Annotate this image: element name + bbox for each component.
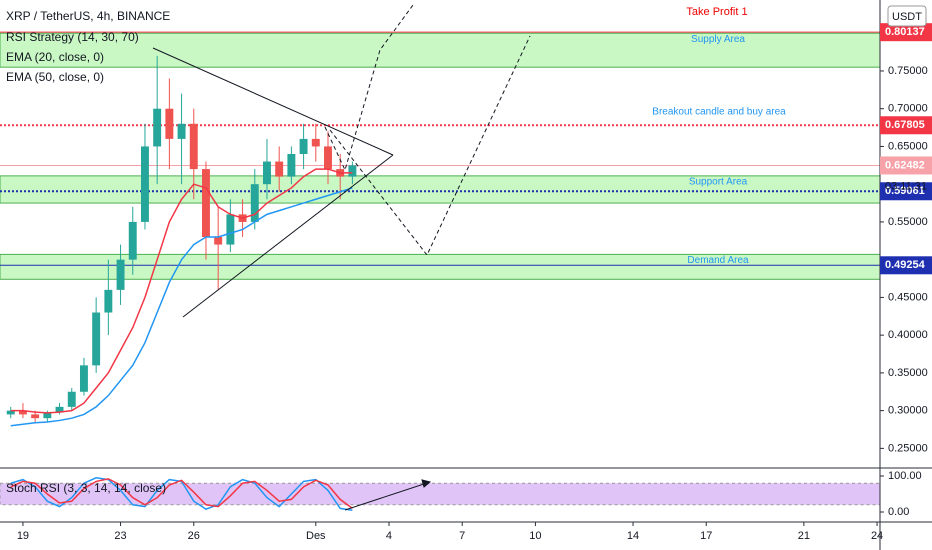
price-label-box	[880, 23, 932, 42]
candle-body	[104, 289, 113, 313]
x-tick-label: 26	[188, 530, 200, 542]
stoch-title: Stoch RSI (3, 3, 14, 14, close)	[6, 481, 166, 495]
projection-arrow	[324, 4, 414, 172]
annotation: Breakout candle and buy area	[652, 107, 786, 118]
candle-body	[116, 259, 125, 290]
candle-body	[226, 214, 235, 245]
candle-body	[67, 391, 76, 407]
candle-body	[31, 414, 40, 419]
price-label: 0.67805	[885, 119, 925, 131]
candle-body	[92, 312, 101, 366]
zone	[0, 175, 881, 204]
stoch-line	[10, 477, 353, 511]
x-tick-label: 7	[459, 530, 465, 542]
legend-entry: RSI Strategy (14, 30, 70)	[6, 30, 139, 44]
candle-body	[140, 146, 149, 222]
candle-body	[348, 165, 357, 177]
candle-body	[6, 410, 15, 415]
x-tick-label: 23	[114, 530, 126, 542]
chart-title: XRP / TetherUS, 4h, BINANCE	[6, 9, 170, 23]
zone-label: Demand Area	[687, 255, 749, 266]
price-label-box	[880, 256, 932, 275]
x-tick-label: 24	[871, 530, 883, 542]
legend-entry: EMA (20, close, 0)	[6, 50, 104, 64]
y-tick-label: 0.75000	[888, 65, 928, 77]
stoch-arrow	[344, 481, 431, 511]
y-tick-label: 0.25000	[888, 442, 928, 454]
x-tick-label: 10	[529, 530, 541, 542]
candle-body	[287, 153, 296, 177]
price-label: 0.80137	[885, 26, 925, 38]
x-tick-label: 4	[386, 530, 392, 542]
y-tick-label: 0.65000	[888, 140, 928, 152]
x-tick-label: Des	[306, 530, 326, 542]
y-tick-label: 0.35000	[888, 367, 928, 379]
candle-body	[189, 123, 198, 170]
zone	[0, 253, 881, 280]
candle-body	[214, 237, 223, 245]
annotation: Take Profit 1	[686, 6, 747, 18]
candle-body	[18, 410, 27, 415]
zone	[0, 32, 881, 68]
arrow-head	[421, 479, 432, 488]
y-tick-label: 0.45000	[888, 291, 928, 303]
x-tick-label: 19	[17, 530, 29, 542]
y-tick-label: 0.00	[888, 506, 909, 518]
candle-body	[275, 161, 284, 177]
plot	[6, 55, 357, 511]
candle-body	[311, 138, 320, 147]
candle-body	[128, 221, 137, 260]
price-label-box	[880, 116, 932, 135]
price-label: 0.49254	[885, 259, 926, 271]
price-label-box	[880, 182, 932, 201]
x-tick-label: 21	[798, 530, 810, 542]
y-tick-label: 100.00	[888, 470, 922, 482]
ema-line	[10, 187, 353, 427]
candle-body	[177, 123, 186, 139]
triangle-upper	[152, 47, 394, 156]
price-label: 0.62482	[885, 159, 925, 171]
candle-body	[43, 412, 52, 419]
underlay: Supply Area Support Area Demand Area	[0, 31, 881, 506]
candle-body	[263, 161, 271, 185]
y-tick-label: 0.70000	[888, 103, 928, 115]
x-tick-label: 14	[627, 530, 639, 542]
candle-body	[250, 184, 259, 222]
zone-label: Support Area	[689, 177, 748, 188]
price-label: 0.59061	[885, 185, 925, 197]
y-tick-label: 0.30000	[888, 405, 928, 417]
projection-arrow	[329, 35, 531, 256]
currency: USDT	[892, 11, 922, 23]
candle-body	[202, 169, 210, 238]
axis: 0.25000 0.30000 0.35000 0.40000 0.45000 0.550…	[17, 23, 932, 542]
candle-body	[299, 138, 308, 154]
price-label-box	[880, 156, 932, 175]
x-tick-label: 17	[700, 530, 712, 542]
candle-body	[79, 365, 88, 392]
candle-body	[324, 146, 332, 170]
candle-body	[165, 108, 174, 139]
drawings	[152, 4, 531, 511]
legend-entry: EMA (50, close, 0)	[6, 70, 104, 84]
countdown: 03:11:31	[885, 180, 927, 192]
y-tick-label: 0.55000	[888, 216, 928, 228]
currency-box	[887, 5, 927, 27]
stoch-line	[10, 478, 353, 510]
triangle-lower	[182, 154, 394, 318]
y-tick-label: 0.40000	[888, 329, 928, 341]
ema-line	[10, 168, 353, 414]
candle-body	[55, 406, 64, 413]
zone-label: Supply Area	[691, 34, 745, 45]
candle-body	[153, 108, 162, 147]
